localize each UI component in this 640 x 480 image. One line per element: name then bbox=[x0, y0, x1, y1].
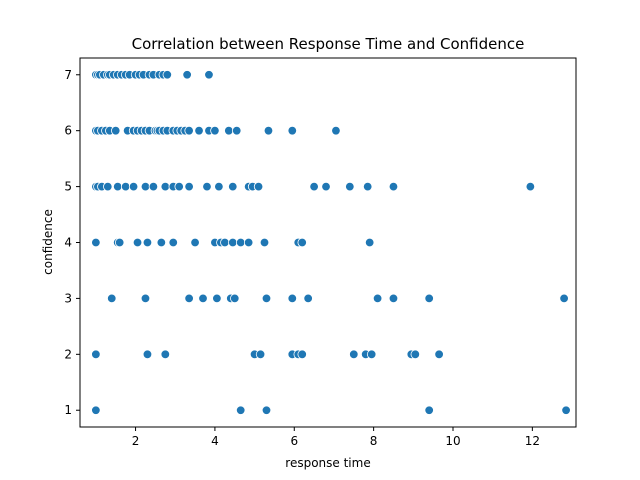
y-tick-label: 1 bbox=[64, 403, 72, 417]
scatter-point bbox=[345, 181, 355, 192]
y-axis: 1 2 3 4 5 6 7 bbox=[64, 68, 80, 417]
scatter-point bbox=[366, 349, 377, 360]
scatter-point bbox=[372, 293, 383, 304]
scatter-point bbox=[349, 349, 359, 360]
scatter-point bbox=[364, 237, 375, 248]
chart-title: Correlation between Response Time and Co… bbox=[132, 35, 525, 53]
y-tick-label: 4 bbox=[64, 236, 72, 250]
y-axis-label: confidence bbox=[41, 209, 55, 275]
scatter-point bbox=[142, 237, 153, 248]
x-tick-label: 12 bbox=[525, 434, 540, 448]
x-axis-label: response time bbox=[285, 456, 370, 470]
scatter-point bbox=[204, 70, 214, 80]
scatter-point bbox=[198, 293, 208, 304]
scatter-point bbox=[561, 405, 571, 415]
x-tick-label: 6 bbox=[290, 434, 298, 448]
scatter-point bbox=[220, 237, 230, 248]
scatter-point bbox=[230, 293, 240, 304]
scatter-point bbox=[253, 181, 264, 192]
scatter-point bbox=[112, 181, 123, 192]
scatter-point bbox=[182, 70, 192, 80]
scatter-point bbox=[388, 293, 399, 304]
scatter-point bbox=[91, 349, 101, 360]
scatter-point bbox=[525, 181, 536, 192]
scatter-point bbox=[120, 181, 131, 192]
scatter-point bbox=[259, 237, 270, 248]
scatter-point bbox=[214, 181, 224, 192]
scatter-point bbox=[388, 181, 399, 192]
scatter-point bbox=[174, 181, 184, 192]
scatter-point bbox=[140, 181, 151, 192]
scatter-point bbox=[309, 181, 319, 192]
scatter-point bbox=[140, 293, 151, 304]
scatter-point bbox=[434, 349, 444, 360]
scatter-point bbox=[263, 125, 274, 136]
y-tick-label: 5 bbox=[64, 180, 72, 194]
scatter-point bbox=[91, 405, 101, 415]
scatter-point bbox=[128, 181, 139, 192]
y-tick-label: 3 bbox=[64, 291, 72, 305]
scatter-point bbox=[287, 293, 297, 304]
y-tick-label: 2 bbox=[64, 347, 72, 361]
scatter-point bbox=[236, 405, 246, 415]
scatter-point bbox=[160, 349, 171, 360]
x-tick-label: 4 bbox=[211, 434, 219, 448]
scatter-point bbox=[424, 293, 434, 304]
x-axis: 2 4 6 8 10 12 bbox=[132, 427, 540, 448]
y-tick-label: 6 bbox=[64, 124, 72, 138]
scatter-point bbox=[103, 181, 113, 192]
scatter-point bbox=[261, 405, 272, 415]
scatter-point bbox=[210, 125, 220, 136]
scatter-point bbox=[194, 125, 204, 136]
scatter-point bbox=[410, 349, 420, 360]
scatter-point bbox=[184, 125, 194, 136]
scatter-point bbox=[228, 237, 238, 248]
x-tick-label: 2 bbox=[132, 434, 140, 448]
scatter-point bbox=[148, 181, 159, 192]
plot-frame bbox=[79, 57, 577, 428]
scatter-point bbox=[228, 181, 238, 192]
plot-area bbox=[91, 70, 571, 415]
scatter-point bbox=[168, 237, 178, 248]
x-tick-label: 10 bbox=[445, 434, 460, 448]
scatter-point bbox=[156, 237, 167, 248]
scatter-point bbox=[559, 293, 569, 304]
x-tick-label: 8 bbox=[370, 434, 378, 448]
scatter-point bbox=[160, 181, 171, 192]
scatter-point bbox=[107, 293, 117, 304]
scatter-point bbox=[212, 293, 222, 304]
scatter-point bbox=[287, 125, 297, 136]
scatter-point bbox=[202, 181, 212, 192]
scatter-point bbox=[297, 349, 307, 360]
scatter-point bbox=[111, 125, 121, 136]
scatter-point bbox=[424, 405, 434, 415]
scatter-point bbox=[190, 237, 200, 248]
scatter-point bbox=[162, 70, 172, 80]
scatter-point bbox=[331, 125, 341, 136]
scatter-point bbox=[184, 181, 194, 192]
y-tick-label: 7 bbox=[64, 68, 72, 82]
scatter-point bbox=[224, 125, 234, 136]
scatter-point bbox=[255, 349, 266, 360]
scatter-point bbox=[297, 237, 307, 248]
scatter-point bbox=[303, 293, 313, 304]
scatter-point bbox=[236, 237, 246, 248]
scatter-point bbox=[232, 125, 242, 136]
scatter-point bbox=[261, 293, 272, 304]
scatter-point bbox=[243, 237, 254, 248]
scatter-point bbox=[91, 237, 101, 248]
scatter-point bbox=[142, 349, 153, 360]
scatter-point bbox=[132, 237, 143, 248]
scatter-point bbox=[362, 181, 373, 192]
scatter-point bbox=[321, 181, 331, 192]
scatter-point bbox=[114, 237, 125, 248]
scatter-point bbox=[184, 293, 194, 304]
